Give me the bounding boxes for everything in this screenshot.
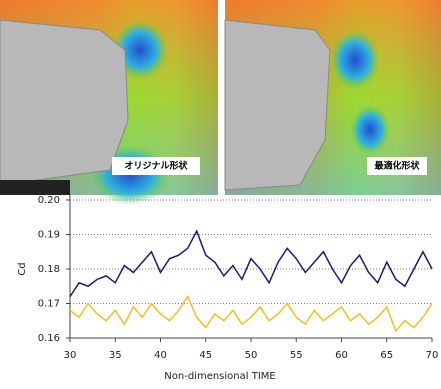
y-tick-label: 0.19: [38, 230, 60, 241]
x-tick-label: 45: [199, 350, 212, 361]
x-tick-label: 40: [154, 350, 167, 361]
y-tick-label: 0.17: [38, 299, 60, 310]
x-tick-label: 30: [64, 350, 77, 361]
x-tick-label: 35: [109, 350, 122, 361]
x-tick-label: 60: [335, 350, 348, 361]
image-label: 最適化形状: [374, 160, 420, 172]
x-tick-label: 55: [290, 350, 303, 361]
flow-image-optimized: 最適化形状: [225, 0, 441, 195]
series-line: [70, 297, 432, 332]
y-tick-label: 0.16: [38, 333, 60, 344]
x-tick-label: 65: [380, 350, 393, 361]
y-axis-label: Cd: [17, 262, 28, 275]
x-tick-label: 50: [245, 350, 258, 361]
y-tick-label: 0.18: [38, 264, 60, 275]
x-tick-label: 70: [426, 350, 439, 361]
flow-image-original: オリジナル形状: [0, 0, 218, 205]
x-axis-label: Non-dimensional TIME: [164, 371, 275, 382]
series-line: [70, 231, 432, 297]
y-tick-label: 0.20: [38, 195, 60, 206]
page: オリジナル形状 最適化形状 Non-dimensional TIME Cd 0.…: [0, 0, 441, 385]
image-label: オリジナル形状: [124, 160, 188, 172]
